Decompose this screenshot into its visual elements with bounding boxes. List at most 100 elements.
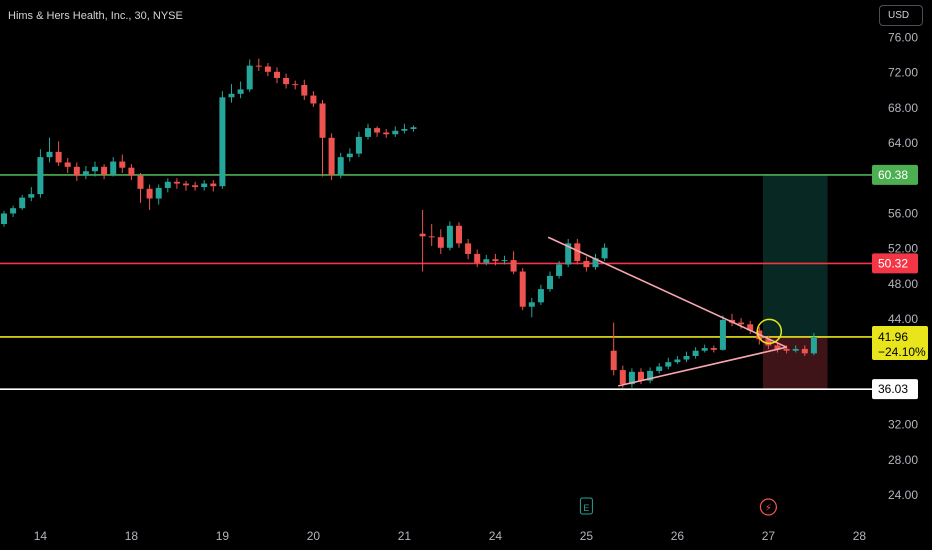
candle-body: [456, 225, 462, 244]
candle-body: [692, 350, 699, 356]
highlight-circle: [756, 318, 783, 345]
candle-body: [592, 258, 599, 268]
candle-body: [665, 362, 672, 367]
candle-body: [173, 181, 180, 184]
candle-body: [647, 370, 654, 381]
candle-body: [419, 233, 426, 237]
candle-body: [792, 348, 799, 351]
earnings-marker-label: E: [583, 503, 589, 513]
x-tick-label: 27: [762, 529, 776, 543]
candle-body: [19, 197, 26, 209]
level-label-bg: [872, 379, 918, 400]
candle-body: [146, 188, 153, 199]
candle-body: [383, 132, 390, 135]
x-tick-label: 19: [216, 529, 230, 543]
x-tick-label: 14: [34, 529, 48, 543]
x-tick-label: 25: [580, 529, 594, 543]
candle-body: [337, 157, 344, 175]
triangle-lower-line: [618, 346, 787, 387]
x-tick-label: 21: [398, 529, 412, 543]
currency-button[interactable]: USD: [879, 5, 923, 26]
candle-body: [519, 271, 526, 307]
event-markers: E ⚡: [579, 497, 778, 516]
candle-body: [119, 161, 126, 168]
candle-body: [583, 260, 590, 268]
candle-body: [310, 95, 317, 104]
candle-body: [537, 289, 544, 303]
last-price-label-bg: [872, 325, 928, 360]
profit-zone: [762, 174, 828, 337]
candle-body: [82, 171, 89, 176]
candle-body: [192, 185, 199, 188]
candle-body: [565, 243, 572, 265]
y-tick-label: 72.00: [888, 66, 918, 80]
level-label: 36.03: [878, 382, 908, 396]
candle-body: [128, 167, 135, 176]
candle-body: [73, 166, 80, 176]
candle-body: [319, 103, 326, 138]
candle-body: [774, 345, 781, 349]
candle-body: [465, 243, 472, 254]
candle-body: [547, 275, 553, 290]
candle-body: [328, 137, 335, 175]
candle-body: [110, 161, 117, 175]
candle-body: [37, 157, 44, 195]
horizontal-lines: [0, 174, 872, 390]
candle-body: [428, 236, 435, 238]
candle-body: [283, 77, 290, 85]
candle-body: [483, 259, 490, 263]
x-tick-label: 18: [125, 529, 139, 543]
price-axis[interactable]: 76.00 72.00 68.00 64.00 56.00 52.00 48.00 44.00…: [872, 31, 928, 503]
candle-body: [28, 194, 35, 198]
candle-body: [1, 213, 7, 225]
candle-body: [228, 93, 235, 98]
candle-body: [601, 247, 608, 259]
candle-body: [164, 181, 171, 188]
y-tick-label: 56.00: [888, 206, 918, 220]
candle-body: [246, 65, 253, 90]
candle-body: [683, 355, 690, 360]
position-zones: [762, 174, 828, 390]
candle-body: [610, 350, 617, 371]
candle-body: [410, 127, 417, 129]
candle-body: [401, 129, 408, 131]
candle-body: [574, 243, 581, 261]
candle-body: [556, 264, 563, 276]
candle-body: [738, 322, 745, 325]
candle-body: [346, 153, 353, 158]
candle-body: [183, 183, 189, 186]
candle-body: [255, 65, 262, 67]
candle-body: [137, 175, 144, 189]
symbol-title[interactable]: Hims & Hers Health, Inc., 30, NYSE: [8, 10, 183, 22]
candle-body: [155, 187, 162, 199]
candle-body: [710, 348, 717, 350]
y-tick-label: 52.00: [888, 242, 918, 256]
triangle-upper-line: [547, 236, 787, 348]
candle-body: [64, 162, 71, 167]
triangle-pattern: [547, 236, 787, 387]
candle-body: [210, 183, 217, 187]
y-tick-label: 28.00: [888, 453, 918, 467]
candle-body: [474, 253, 481, 263]
candle-body: [201, 183, 208, 188]
candle-body: [365, 128, 371, 137]
candle-body: [510, 260, 517, 272]
x-tick-label: 24: [489, 529, 503, 543]
candle-body: [501, 260, 508, 262]
candle-body: [237, 89, 244, 94]
candle-body: [10, 208, 17, 214]
candle-body: [46, 151, 53, 158]
level-label: 60.38: [878, 168, 908, 182]
y-tick-label: 44.00: [888, 312, 918, 326]
time-axis[interactable]: 14 18 19 20 21 24 25 26 27 28: [34, 529, 867, 543]
candle-body: [783, 348, 790, 351]
candle-body: [719, 319, 726, 350]
x-tick-label: 26: [671, 529, 685, 543]
candle-body: [674, 359, 681, 363]
y-tick-label: 64.00: [888, 136, 918, 150]
candle-body: [437, 237, 444, 248]
candle-body: [765, 339, 772, 346]
candle-body: [374, 128, 381, 133]
candle-body: [392, 130, 399, 135]
